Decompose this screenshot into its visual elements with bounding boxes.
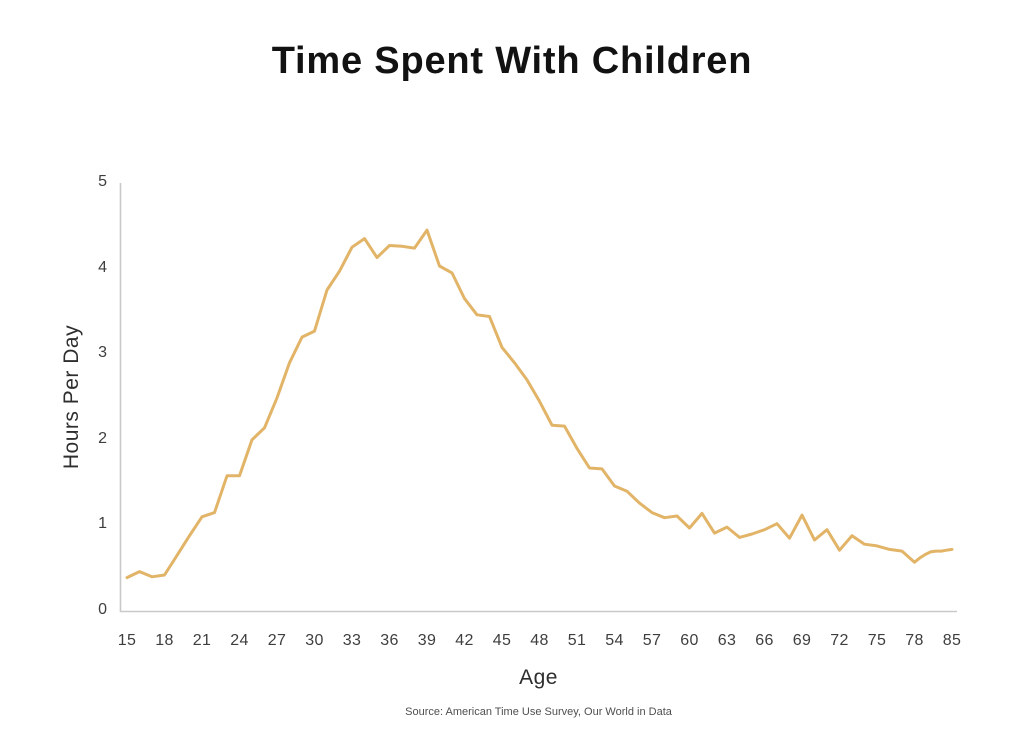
y-tick-label: 2 bbox=[98, 429, 107, 447]
x-tick-label: 39 bbox=[417, 632, 437, 649]
x-tick-label: 36 bbox=[380, 632, 399, 649]
y-tick-label: 0 bbox=[98, 601, 107, 618]
x-tick-label: 78 bbox=[905, 632, 924, 649]
x-tick-label: 69 bbox=[792, 632, 812, 649]
x-tick-label: 54 bbox=[605, 632, 624, 649]
x-axis-title: Age bbox=[519, 666, 558, 689]
x-tick-label: 15 bbox=[117, 632, 137, 649]
y-tick-label: 5 bbox=[98, 173, 107, 190]
y-tick-label: 4 bbox=[98, 258, 107, 276]
x-tick-label: 42 bbox=[455, 632, 474, 649]
x-tick-label: 85 bbox=[942, 632, 962, 649]
x-tick-label: 33 bbox=[342, 632, 362, 649]
x-tick-label: 66 bbox=[755, 632, 774, 649]
x-tick-label: 75 bbox=[867, 632, 887, 649]
chart-title: Time Spent With Children bbox=[271, 40, 753, 82]
x-tick-label: 27 bbox=[267, 632, 287, 649]
x-tick-label: 24 bbox=[230, 632, 249, 649]
x-tick-label: 60 bbox=[680, 632, 699, 649]
x-tick-label: 72 bbox=[830, 632, 849, 649]
x-tick-label: 51 bbox=[567, 632, 587, 649]
x-tick-label: 21 bbox=[192, 632, 212, 649]
x-tick-label: 45 bbox=[492, 632, 512, 649]
x-tick-label: 48 bbox=[530, 632, 549, 649]
x-tick-label: 30 bbox=[305, 632, 324, 649]
x-tick-label: 63 bbox=[717, 632, 737, 649]
x-tick-label: 18 bbox=[155, 632, 174, 649]
y-axis-title: Hours Per Day bbox=[60, 324, 83, 470]
source-note: Source: American Time Use Survey, Our Wo… bbox=[405, 706, 672, 718]
y-tick-label: 3 bbox=[98, 344, 107, 362]
time-with-children-line bbox=[125, 228, 954, 580]
x-tick-label: 57 bbox=[642, 632, 662, 649]
y-tick-label: 1 bbox=[98, 515, 107, 533]
